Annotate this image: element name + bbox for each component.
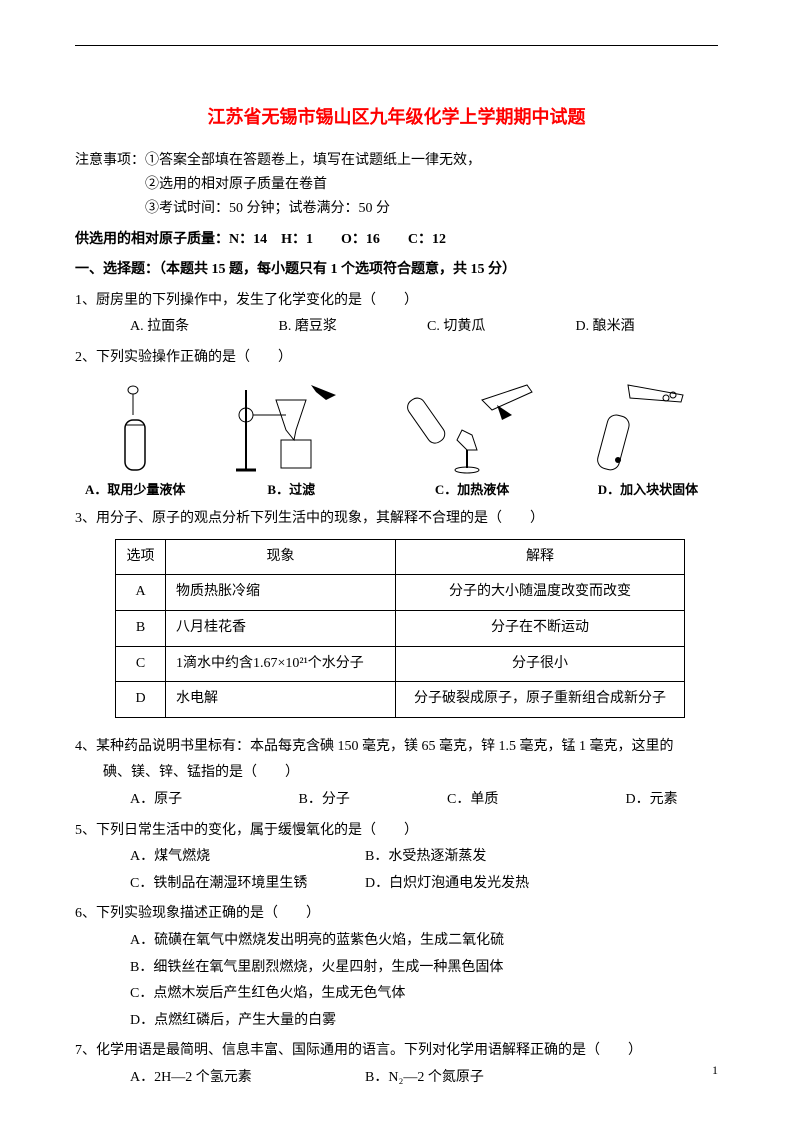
q7-row1: A．2H—2 个氢元素 B．N₂—2 个氮原子 xyxy=(75,1065,718,1092)
q2-image-b: B．过滤 xyxy=(226,380,356,503)
q5-option-a: A．煤气燃烧 xyxy=(75,844,365,871)
q5-option-c: C．铁制品在潮湿环境里生锈 xyxy=(75,871,365,898)
question-5: 5、下列日常生活中的变化，属于缓慢氧化的是（ ） A．煤气燃烧 B．水受热逐渐蒸… xyxy=(75,818,718,898)
q3-th-explain: 解释 xyxy=(396,539,685,575)
q4-option-d: D．元素 xyxy=(626,787,678,814)
table-header-row: 选项 现象 解释 xyxy=(116,539,685,575)
q4-option-c: C．单质 xyxy=(447,787,587,814)
atomic-mass-line: 供选用的相对原子质量：N：14 H：1 O：16 C：12 xyxy=(75,227,718,254)
section1-title: 一、选择题：（本题共 15 题，每小题只有 1 个选项符合题意，共 15 分） xyxy=(75,257,718,284)
page-number: 1 xyxy=(712,1059,718,1082)
question-3: 3、用分子、原子的观点分析下列生活中的现象，其解释不合理的是（ ） 选项 现象 … xyxy=(75,506,718,718)
question-1: 1、厨房里的下列操作中，发生了化学变化的是（ ） A. 拉面条 B. 磨豆浆 C… xyxy=(75,288,718,341)
q5-stem: 5、下列日常生活中的变化，属于缓慢氧化的是（ ） xyxy=(75,818,718,845)
notes-prefix: 注意事项： xyxy=(75,153,145,168)
table-row: C 1滴水中约含1.67×10²¹个水分子 分子很小 xyxy=(116,646,685,682)
q2-label-a: A．取用少量液体 xyxy=(85,478,185,503)
question-6: 6、下列实验现象描述正确的是（ ） A．硫磺在氧气中燃烧发出明亮的蓝紫色火焰，生… xyxy=(75,901,718,1034)
q1-option-b: B. 磨豆浆 xyxy=(279,314,389,341)
q2-label-d: D．加入块状固体 xyxy=(598,478,698,503)
q3-table: 选项 现象 解释 A 物质热胀冷缩 分子的大小随温度改变而改变 B 八月桂花香 … xyxy=(115,539,685,718)
q3-th-phenom: 现象 xyxy=(166,539,396,575)
q3-r3-ph: 水电解 xyxy=(166,682,396,718)
q4-option-b: B．分子 xyxy=(299,787,409,814)
filter-apparatus-icon xyxy=(226,380,356,475)
q7-stem: 7、化学用语是最简明、信息丰富、国际通用的语言。下列对化学用语解释正确的是（ ） xyxy=(75,1038,718,1065)
q5-row1: A．煤气燃烧 B．水受热逐渐蒸发 xyxy=(75,844,718,871)
question-2: 2、下列实验操作正确的是（ ） A．取用少量液体 B．过滤 xyxy=(75,345,718,502)
q6-option-d: D．点燃红磷后，产生大量的白雾 xyxy=(75,1008,718,1035)
q3-r2-ex: 分子很小 xyxy=(396,646,685,682)
q3-r2-opt: C xyxy=(116,646,166,682)
q5-option-d: D．白炽灯泡通电发光发热 xyxy=(365,871,529,898)
table-row: B 八月桂花香 分子在不断运动 xyxy=(116,611,685,647)
q3-r0-ph: 物质热胀冷缩 xyxy=(166,575,396,611)
q1-stem: 1、厨房里的下列操作中，发生了化学变化的是（ ） xyxy=(75,288,718,315)
q3-r2-ph: 1滴水中约含1.67×10²¹个水分子 xyxy=(166,646,396,682)
q2-images: A．取用少量液体 B．过滤 C．加热液体 xyxy=(75,380,718,503)
q6-option-c: C．点燃木炭后产生红色火焰，生成无色气体 xyxy=(75,981,718,1008)
note-line-2: ②选用的相对原子质量在卷首 xyxy=(75,173,718,197)
q7-option-a: A．2H—2 个氢元素 xyxy=(75,1065,365,1092)
note-line-3: ③考试时间：50 分钟；试卷满分：50 分 xyxy=(75,197,718,221)
q6-stem: 6、下列实验现象描述正确的是（ ） xyxy=(75,901,718,928)
q4-stem1: 4、某种药品说明书里标有：本品每克含碘 150 毫克，镁 65 毫克，锌 1.5… xyxy=(75,734,718,761)
q3-r3-ex: 分子破裂成原子，原子重新组合成新分子 xyxy=(396,682,685,718)
q3-r1-opt: B xyxy=(116,611,166,647)
q1-option-c: C. 切黄瓜 xyxy=(427,314,537,341)
q3-r3-opt: D xyxy=(116,682,166,718)
q3-th-opt: 选项 xyxy=(116,539,166,575)
q5-row2: C．铁制品在潮湿环境里生锈 D．白炽灯泡通电发光发热 xyxy=(75,871,718,898)
q3-r0-opt: A xyxy=(116,575,166,611)
q3-r0-ex: 分子的大小随温度改变而改变 xyxy=(396,575,685,611)
question-7: 7、化学用语是最简明、信息丰富、国际通用的语言。下列对化学用语解释正确的是（ ）… xyxy=(75,1038,718,1091)
q3-r1-ex: 分子在不断运动 xyxy=(396,611,685,647)
q2-image-c: C．加热液体 xyxy=(397,380,547,503)
exam-notes: 注意事项：①答案全部填在答题卷上，填写在试题纸上一律无效， ②选用的相对原子质量… xyxy=(75,149,718,220)
q3-r1-ph: 八月桂花香 xyxy=(166,611,396,647)
q1-option-a: A. 拉面条 xyxy=(130,314,240,341)
q4-stem2: 碘、镁、锌、锰指的是（ ） xyxy=(75,760,718,787)
q2-image-a: A．取用少量液体 xyxy=(85,380,185,503)
q2-label-c: C．加热液体 xyxy=(435,478,509,503)
dropper-tube-icon xyxy=(95,380,175,475)
q1-options: A. 拉面条 B. 磨豆浆 C. 切黄瓜 D. 酿米酒 xyxy=(75,314,718,341)
q4-options: A．原子 B．分子 C．单质 D．元素 xyxy=(75,787,718,814)
q3-stem: 3、用分子、原子的观点分析下列生活中的现象，其解释不合理的是（ ） xyxy=(75,506,718,533)
q6-option-b: B．细铁丝在氧气里剧烈燃烧，火星四射，生成一种黑色固体 xyxy=(75,955,718,982)
question-4: 4、某种药品说明书里标有：本品每克含碘 150 毫克，镁 65 毫克，锌 1.5… xyxy=(75,734,718,814)
q2-label-b: B．过滤 xyxy=(267,478,315,503)
q2-image-d: D．加入块状固体 xyxy=(588,380,708,503)
exam-title: 江苏省无锡市锡山区九年级化学上学期期中试题 xyxy=(75,100,718,134)
q2-stem: 2、下列实验操作正确的是（ ） xyxy=(75,345,718,372)
q7-option-b: B．N₂—2 个氮原子 xyxy=(365,1065,484,1092)
heating-liquid-icon xyxy=(397,380,547,475)
add-solid-icon xyxy=(588,380,708,475)
q6-option-a: A．硫磺在氧气中燃烧发出明亮的蓝紫色火焰，生成二氧化硫 xyxy=(75,928,718,955)
header-rule xyxy=(75,45,718,46)
table-row: A 物质热胀冷缩 分子的大小随温度改变而改变 xyxy=(116,575,685,611)
q1-option-d: D. 酿米酒 xyxy=(576,314,635,341)
table-row: D 水电解 分子破裂成原子，原子重新组合成新分子 xyxy=(116,682,685,718)
q4-option-a: A．原子 xyxy=(130,787,260,814)
note-line-1: 注意事项：①答案全部填在答题卷上，填写在试题纸上一律无效， xyxy=(75,149,718,173)
q5-option-b: B．水受热逐渐蒸发 xyxy=(365,844,486,871)
note1-text: ①答案全部填在答题卷上，填写在试题纸上一律无效， xyxy=(145,153,481,168)
